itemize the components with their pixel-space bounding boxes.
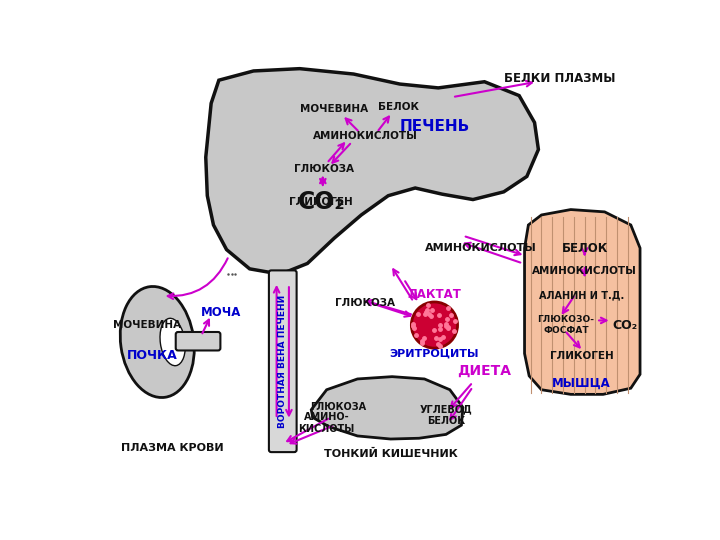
Text: ГЛЮКОЗА: ГЛЮКОЗА <box>294 164 354 174</box>
Text: АЛАНИН И Т.Д.: АЛАНИН И Т.Д. <box>539 291 624 301</box>
Polygon shape <box>311 377 463 439</box>
Text: ВОРОТНАЯ ВЕНА ПЕЧЕНИ: ВОРОТНАЯ ВЕНА ПЕЧЕНИ <box>278 295 287 428</box>
FancyBboxPatch shape <box>269 271 297 452</box>
Text: АМИНОКИСЛОТЫ: АМИНОКИСЛОТЫ <box>312 131 418 140</box>
Text: АМИНОКИСЛОТЫ: АМИНОКИСЛОТЫ <box>532 266 637 276</box>
Text: ГЛИКОГЕН: ГЛИКОГЕН <box>289 197 353 207</box>
Text: ЭРИТРОЦИТЫ: ЭРИТРОЦИТЫ <box>390 348 480 359</box>
Text: АМИНО-
КИСЛОТЫ: АМИНО- КИСЛОТЫ <box>299 412 355 434</box>
Text: БЕЛОК: БЕЛОК <box>378 102 419 112</box>
Text: ГЛИКОГЕН: ГЛИКОГЕН <box>549 351 613 361</box>
Circle shape <box>411 302 457 348</box>
Text: ГЛЮКОЗА: ГЛЮКОЗА <box>310 402 366 413</box>
Text: ДИЕТА: ДИЕТА <box>457 364 511 378</box>
Text: УГЛЕВОД: УГЛЕВОД <box>420 404 472 414</box>
Ellipse shape <box>160 318 185 366</box>
FancyBboxPatch shape <box>176 332 220 350</box>
Text: ТОНКИЙ КИШЕЧНИК: ТОНКИЙ КИШЕЧНИК <box>324 449 457 458</box>
Text: CO₂: CO₂ <box>297 190 345 214</box>
Polygon shape <box>206 69 539 274</box>
Text: АМИНОКИСЛОТЫ: АМИНОКИСЛОТЫ <box>425 243 536 253</box>
Text: ПОЧКА: ПОЧКА <box>127 349 177 362</box>
Text: МЫШЦА: МЫШЦА <box>552 377 611 390</box>
Text: ГЛЮКОЗА: ГЛЮКОЗА <box>335 299 395 308</box>
Text: CO₂: CO₂ <box>612 319 637 332</box>
Text: МОЧЕВИНА: МОЧЕВИНА <box>300 104 369 114</box>
Ellipse shape <box>120 287 194 397</box>
Text: ГЛЮКОЗО-
ФОСФАТ: ГЛЮКОЗО- ФОСФАТ <box>538 315 595 335</box>
Text: БЕЛОК: БЕЛОК <box>562 241 608 254</box>
Polygon shape <box>525 210 640 394</box>
Text: МОЧА: МОЧА <box>201 306 241 319</box>
Text: ЛАКТАТ: ЛАКТАТ <box>408 288 462 301</box>
Text: БЕЛКИ ПЛАЗМЫ: БЕЛКИ ПЛАЗМЫ <box>504 72 616 85</box>
Text: БЕЛОК: БЕЛОК <box>427 416 465 426</box>
Text: ПЕЧЕНЬ: ПЕЧЕНЬ <box>400 119 469 134</box>
Text: ПЛАЗМА КРОВИ: ПЛАЗМА КРОВИ <box>122 443 224 453</box>
Text: МОЧЕВИНА: МОЧЕВИНА <box>113 320 181 330</box>
